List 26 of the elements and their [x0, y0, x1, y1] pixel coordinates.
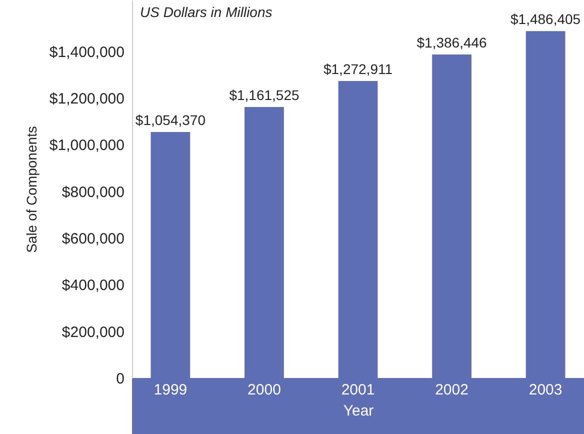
bar: [526, 31, 566, 378]
bar: [338, 80, 378, 378]
bar: [244, 106, 284, 378]
y-tick-label: 0: [116, 370, 124, 388]
x-tick-label: 2002: [435, 382, 468, 398]
x-tick-label: 2003: [528, 382, 562, 398]
data-label: $1,161,525: [229, 86, 300, 103]
data-label: $1,272,911: [323, 60, 393, 77]
data-label: $1,054,370: [135, 112, 206, 128]
y-tick-label: $1,200,000: [49, 90, 124, 108]
y-tick-label: $1,400,000: [49, 44, 124, 61]
x-axis-title: Year: [343, 402, 374, 420]
y-tick-label: $400,000: [62, 277, 124, 294]
y-tick-label: $200,000: [62, 324, 124, 341]
data-label: $1,386,446: [416, 34, 488, 50]
x-tick-label: 2001: [341, 382, 375, 398]
x-tick-label: 2000: [248, 382, 281, 398]
y-tick-label: $1,000,000: [49, 137, 124, 154]
y-axis-title: Sale of Components: [23, 126, 40, 253]
annotation: US Dollars in Millions: [140, 4, 272, 20]
y-tick-label: $800,000: [62, 184, 124, 201]
bar: [150, 132, 190, 378]
data-label: $1,486,405: [510, 11, 581, 28]
x-tick-label: 1999: [154, 382, 188, 398]
bar: [432, 54, 472, 378]
y-tick-label: $600,000: [62, 230, 124, 248]
